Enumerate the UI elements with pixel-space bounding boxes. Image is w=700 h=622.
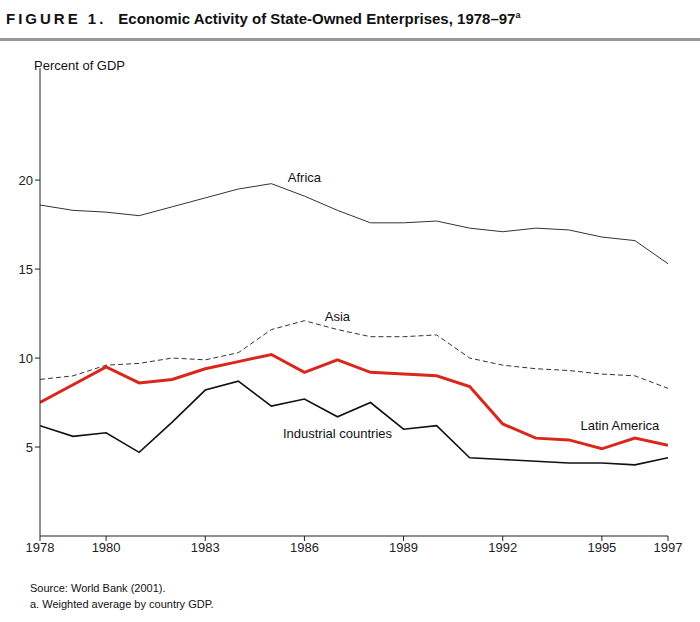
svg-text:Asia: Asia [325,309,351,324]
svg-text:5: 5 [26,440,33,455]
svg-text:Africa: Africa [288,170,322,185]
svg-text:1980: 1980 [92,540,121,555]
svg-text:1983: 1983 [191,540,220,555]
svg-text:10: 10 [19,351,33,366]
svg-text:1992: 1992 [488,540,517,555]
html-text:a. Weighted average by country: a. Weighted average by country GDP. [30,598,214,610]
svg-text:1989: 1989 [389,540,418,555]
svg-text:1997: 1997 [654,540,683,555]
svg-text:1995: 1995 [587,540,616,555]
svg-text:Industrial countries: Industrial countries [283,426,393,441]
html-text:Source: World Bank (2001).: Source: World Bank (2001). [30,582,166,594]
svg-text:1986: 1986 [290,540,319,555]
html-text:Percent of GDP: Percent of GDP [34,58,125,73]
html-text:Economic Activity of State-Own: Economic Activity of State-Owned Enterpr… [118,10,521,27]
svg-text:Latin America: Latin America [581,418,661,433]
svg-text:20: 20 [19,173,33,188]
svg-text:15: 15 [19,262,33,277]
svg-text:1978: 1978 [26,540,55,555]
html-text:FIGURE 1.: FIGURE 1. [6,10,107,27]
